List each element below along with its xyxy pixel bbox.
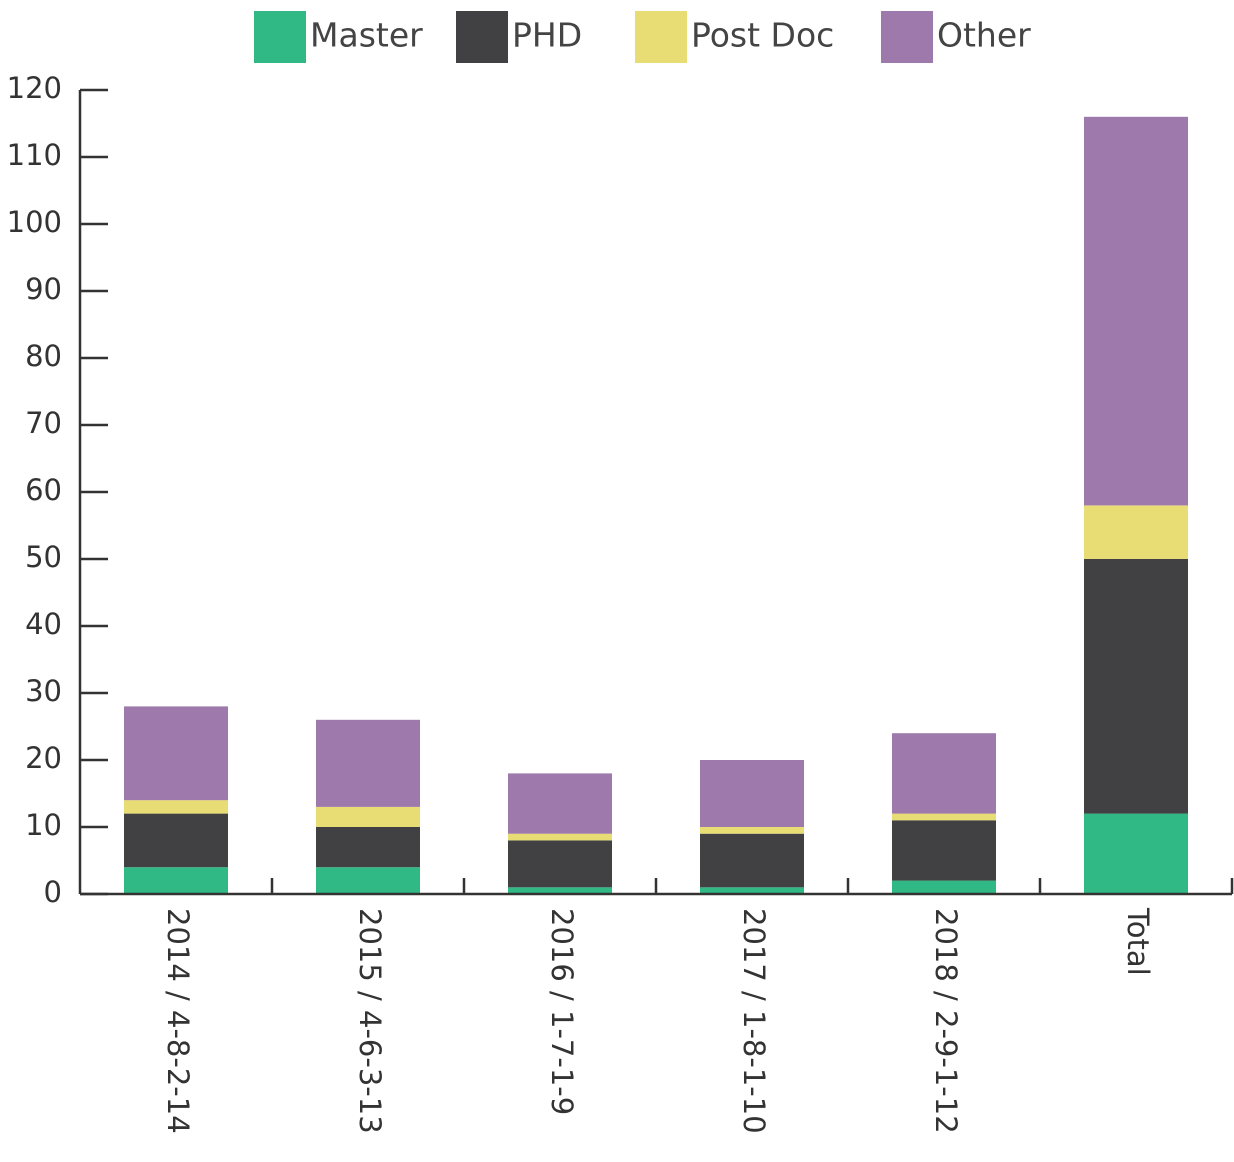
x-tick-label: 2017 / 1-8-1-10 [737, 908, 771, 1134]
bar-segment [892, 733, 996, 814]
legend-label: Master [310, 16, 423, 55]
bar-segment [508, 840, 612, 888]
bar-segment [316, 719, 420, 807]
legend-swatch [254, 11, 306, 63]
bar-segment [700, 887, 804, 894]
bar-segment [700, 760, 804, 827]
y-tick-label: 50 [25, 540, 62, 574]
legend-label: Post Doc [691, 16, 834, 55]
y-tick-label: 0 [44, 875, 62, 909]
bar-segment [700, 833, 804, 888]
y-tick-label: 120 [7, 71, 62, 105]
legend-label: PHD [512, 16, 582, 55]
y-tick-label: 70 [25, 406, 62, 440]
bar-segment [124, 867, 228, 894]
legend-swatch [635, 11, 687, 63]
y-tick-label: 80 [25, 339, 62, 373]
y-tick-label: 10 [25, 808, 62, 842]
legend-swatch [456, 11, 508, 63]
bar-segment [1084, 813, 1188, 894]
y-tick-label: 60 [25, 473, 62, 507]
y-tick-label: 40 [25, 607, 62, 641]
bar-segment [508, 773, 612, 834]
y-tick-label: 90 [25, 272, 62, 306]
y-tick-label: 110 [7, 138, 62, 172]
bar-segment [1084, 116, 1188, 506]
bar-segment [124, 813, 228, 868]
bar-segment [700, 827, 804, 834]
bar-segment [1084, 559, 1188, 814]
x-tick-label: 2015 / 4-6-3-13 [353, 908, 387, 1134]
x-tick-label: 2016 / 1-7-1-9 [545, 908, 579, 1115]
x-tick-label: 2014 / 4-8-2-14 [161, 908, 195, 1134]
legend-label: Other [937, 16, 1031, 55]
bar-segment [316, 867, 420, 894]
bar-segment [1084, 505, 1188, 559]
bar-segment [316, 806, 420, 827]
bar-segment [892, 880, 996, 894]
bar-segment [508, 887, 612, 894]
bar-segment [316, 827, 420, 868]
y-tick-label: 20 [25, 741, 62, 775]
x-tick-label: Total [1121, 907, 1155, 976]
bar-segment [124, 800, 228, 814]
y-tick-label: 100 [7, 205, 62, 239]
bar-segment [124, 706, 228, 801]
y-tick-label: 30 [25, 674, 62, 708]
bar-segment [892, 813, 996, 821]
legend-swatch [881, 11, 933, 63]
bar-segment [892, 820, 996, 881]
bar-segment [508, 833, 612, 841]
x-tick-label: 2018 / 2-9-1-12 [929, 908, 963, 1134]
